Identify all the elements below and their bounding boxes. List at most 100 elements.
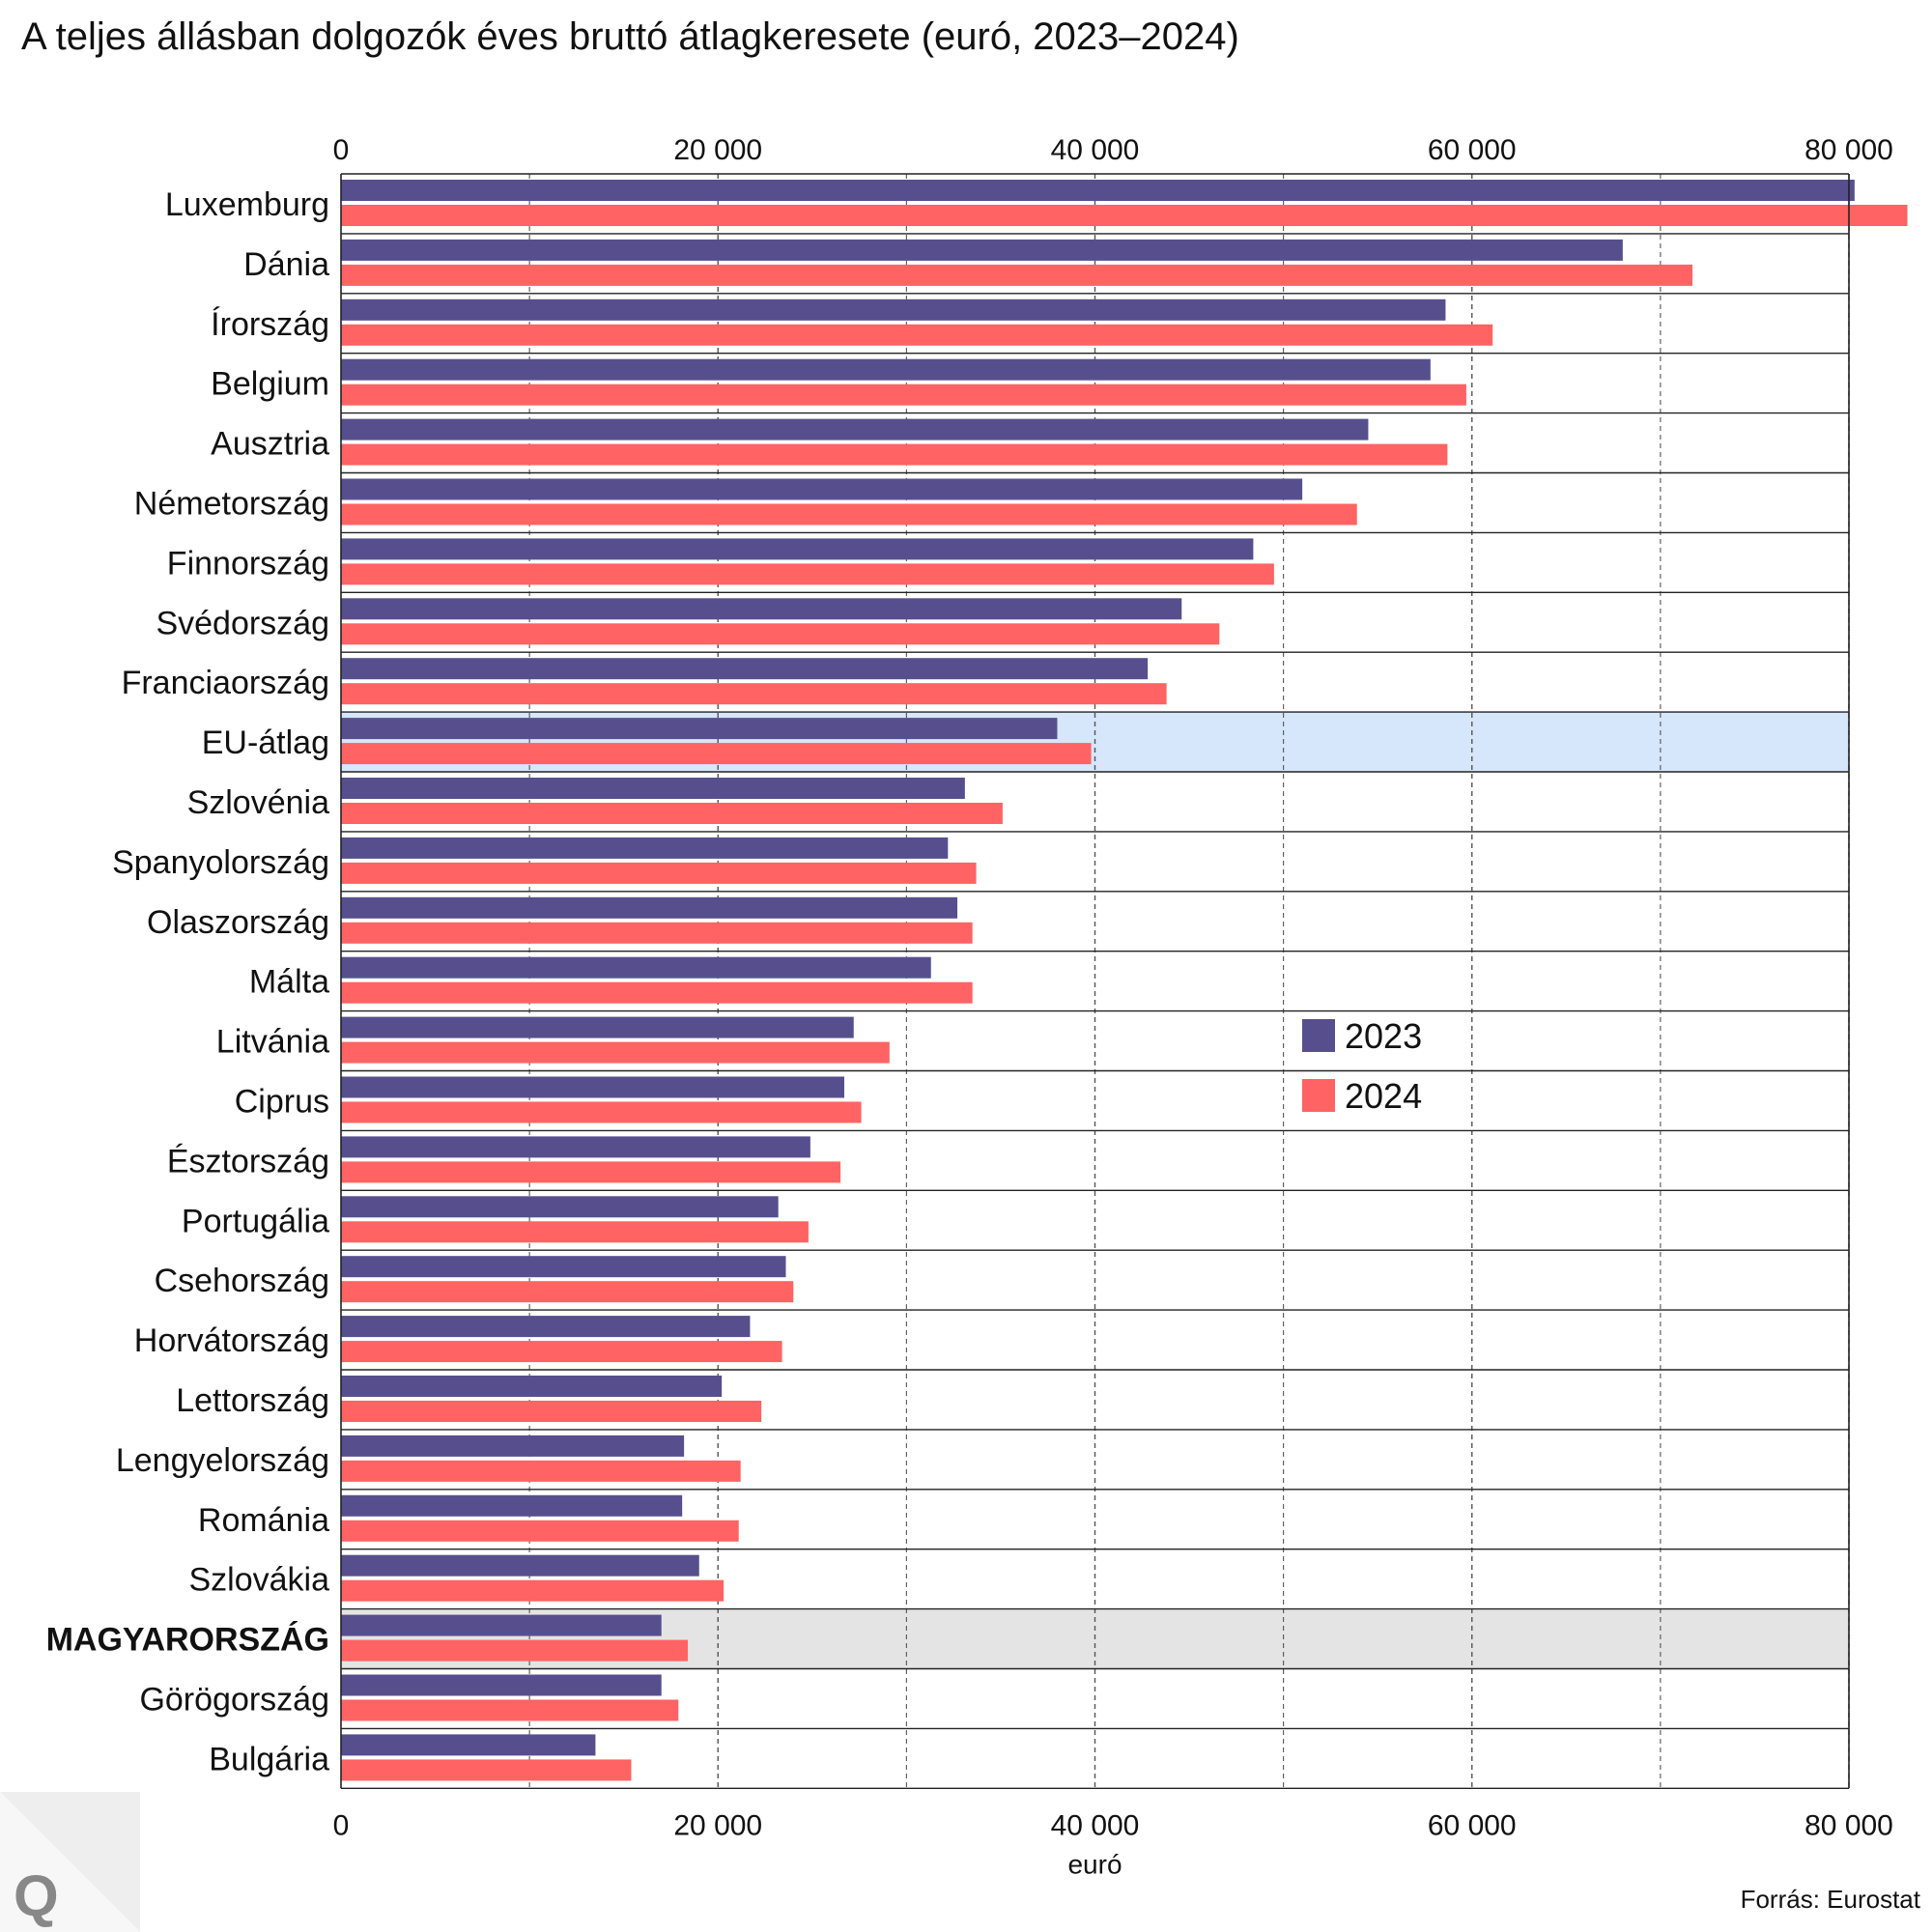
- category-label: Finnország: [167, 545, 329, 582]
- bar-2024: [341, 1221, 809, 1243]
- legend: 2023 2024: [1302, 1016, 1422, 1116]
- category-label: Litvánia: [216, 1024, 329, 1061]
- bars: [341, 180, 1908, 1781]
- x-tick-label-top: 20 000: [673, 134, 762, 166]
- category-label: Görögország: [139, 1681, 329, 1718]
- x-axis-label: euró: [1067, 1849, 1122, 1879]
- x-tick-label-top: 0: [333, 134, 350, 166]
- bar-2023: [341, 1614, 662, 1636]
- bar-2023: [341, 1016, 854, 1038]
- bar-2024: [341, 1281, 794, 1303]
- bar-2024: [341, 563, 1274, 585]
- bar-2024: [341, 384, 1466, 406]
- x-tick-label-bottom: 20 000: [673, 1809, 762, 1841]
- category-label: Franciaország: [122, 665, 329, 701]
- bar-2023: [341, 358, 1431, 381]
- category-label: Olaszország: [147, 904, 329, 941]
- category-label: Málta: [249, 964, 329, 1001]
- bar-2023: [341, 180, 1855, 201]
- category-label: EU-átlag: [202, 724, 329, 761]
- bar-2024: [341, 981, 973, 1004]
- category-label: Írország: [211, 306, 329, 343]
- bar-2023: [341, 538, 1254, 560]
- bar-2023: [341, 1376, 723, 1397]
- bar-2023: [341, 778, 965, 799]
- bar-2024: [341, 803, 1003, 824]
- category-label: Portugália: [182, 1203, 329, 1239]
- category-label: MAGYARORSZÁG: [46, 1622, 329, 1659]
- x-tick-label-top: 60 000: [1428, 134, 1517, 166]
- bar-2024: [341, 503, 1357, 526]
- bar-2023: [341, 1316, 751, 1338]
- bar-2023: [341, 418, 1369, 440]
- bar-2023: [341, 1554, 699, 1577]
- bar-2024: [341, 623, 1220, 645]
- category-label: Belgium: [211, 366, 329, 403]
- gridlines: [528, 174, 1850, 1789]
- bar-2024: [341, 1101, 862, 1123]
- legend-label-2024: 2024: [1345, 1076, 1422, 1116]
- logo-letter: Q: [14, 1863, 59, 1928]
- bar-2024: [341, 1759, 632, 1781]
- bar-2023: [341, 956, 931, 979]
- bar-2024: [341, 1041, 890, 1064]
- bar-2023: [341, 718, 1058, 740]
- axes: 0 0 20 000 20 000 40 000 40 000 60 000 60 000 80…: [333, 134, 1893, 1879]
- bar-2024: [341, 443, 1448, 466]
- x-tick-label-top: 40 000: [1051, 134, 1140, 166]
- bar-2024: [341, 1579, 724, 1602]
- bar-2024: [341, 264, 1693, 286]
- x-tick-label-bottom: 60 000: [1428, 1809, 1517, 1841]
- category-label: Németország: [134, 485, 329, 522]
- bar-2023: [341, 1674, 662, 1696]
- category-label: Ausztria: [211, 426, 329, 463]
- category-label: Csehország: [155, 1263, 329, 1299]
- bar-2023: [341, 1256, 786, 1278]
- bar-2024: [341, 205, 1908, 226]
- legend-swatch-2024: [1302, 1079, 1335, 1112]
- bar-2023: [341, 837, 949, 859]
- bar-2024: [341, 922, 973, 944]
- bar-2024: [341, 862, 977, 884]
- bar-2024: [341, 1460, 741, 1482]
- category-label: Ciprus: [235, 1083, 329, 1120]
- category-label: Horvátország: [134, 1322, 329, 1359]
- category-label: Észtország: [167, 1143, 329, 1179]
- bar-2023: [341, 658, 1149, 680]
- x-tick-label-bottom: 40 000: [1051, 1809, 1140, 1841]
- bar-2024: [341, 683, 1167, 705]
- legend-swatch-2023: [1302, 1019, 1335, 1052]
- category-label: Bulgária: [209, 1741, 329, 1777]
- bar-2023: [341, 598, 1182, 620]
- category-label: Lengyelország: [116, 1442, 329, 1479]
- chart-title: A teljes állásban dolgozók éves bruttó á…: [21, 15, 1239, 58]
- bar-2024: [341, 1341, 782, 1363]
- row-separators: [341, 173, 1849, 1790]
- legend-label-2023: 2023: [1345, 1016, 1422, 1056]
- bar-2023: [341, 1435, 685, 1457]
- category-labels: Luxemburg Dánia Írország Belgium Ausztria Ném…: [46, 186, 330, 1777]
- category-label: Spanyolország: [112, 844, 329, 881]
- bar-2023: [341, 1494, 683, 1517]
- category-label: Románia: [198, 1502, 329, 1539]
- bar-2023: [341, 1136, 810, 1158]
- category-label: Lettország: [176, 1382, 329, 1419]
- category-label: Dánia: [243, 246, 329, 283]
- publisher-logo: Q: [0, 1792, 140, 1932]
- x-tick-label-bottom: 80 000: [1804, 1809, 1893, 1841]
- category-label: Luxemburg: [165, 186, 329, 223]
- x-tick-label-bottom: 0: [333, 1809, 350, 1841]
- x-tick-label-top: 80 000: [1804, 134, 1893, 166]
- bar-2024: [341, 1639, 689, 1662]
- bar-2024: [341, 324, 1493, 346]
- bar-2024: [341, 743, 1092, 765]
- bar-2023: [341, 1076, 844, 1098]
- bar-2024: [341, 1161, 841, 1183]
- category-label: Szlovákia: [188, 1562, 329, 1599]
- bar-2023: [341, 896, 958, 919]
- bar-2023: [341, 478, 1303, 500]
- bar-2023: [341, 1196, 779, 1218]
- category-label: Svédország: [156, 605, 329, 641]
- bar-2024: [341, 1520, 739, 1542]
